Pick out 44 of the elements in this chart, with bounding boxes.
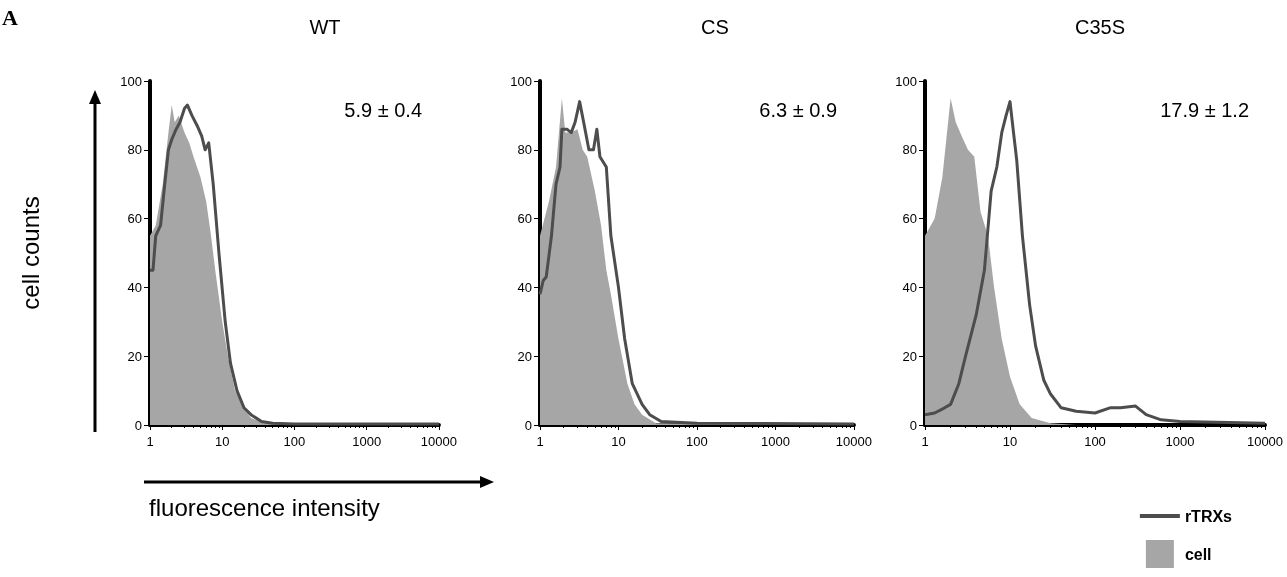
x-tick-label: 10000 [1246,434,1284,449]
y-axis-title: cell counts [16,196,44,310]
legend-label: rTRXs [1184,507,1233,525]
x-tick-label: 10 [1002,434,1018,449]
y-tick-label: 100 [895,73,917,89]
y-tick-label: 60 [902,211,917,227]
x-tick-label: 1 [536,434,544,449]
x-tick-label: 10 [611,434,626,449]
y-tick-label: 100 [120,73,142,89]
x-tick-label: 1 [146,434,154,449]
x-axis-title: fluorescence intensity [149,493,380,521]
x-tick-label: 1000 [760,434,790,449]
x-tick-label: 100 [1084,434,1106,449]
y-tick-label: 0 [909,417,917,433]
legend-label: cell [1184,545,1212,563]
y-tick-label: 0 [524,417,532,433]
annotation: 5.9 ± 0.4 [344,99,423,121]
y-tick-label: 40 [902,279,917,295]
annotation: 17.9 ± 1.2 [1160,99,1250,121]
y-tick-label: 20 [127,348,142,364]
y-tick-label: 100 [510,73,532,89]
chart-title: C35S [1074,16,1126,38]
y-tick-label: 20 [902,348,917,364]
x-tick-label: 10 [215,434,230,449]
y-tick-label: 60 [517,211,532,227]
annotation: 6.3 ± 0.9 [759,99,838,121]
x-tick-label: 1000 [352,434,382,449]
x-tick-label: 1000 [1165,434,1195,449]
x-tick-label: 100 [283,434,306,449]
y-tick-label: 40 [517,279,532,295]
y-tick-label: 80 [902,142,917,158]
chart-title: WT [309,16,341,38]
x-tick-label: 1 [921,434,929,449]
chart-title: CS [701,16,729,38]
text: A [2,4,18,30]
x-tick-label: 10000 [835,434,872,449]
y-tick-label: 40 [127,279,142,295]
x-tick-label: 10000 [420,434,457,449]
y-tick-label: 0 [134,417,142,433]
y-tick-label: 80 [127,142,142,158]
x-tick-label: 100 [686,434,708,449]
y-tick-label: 60 [127,211,142,227]
y-tick-label: 80 [517,142,532,158]
y-tick-label: 20 [517,348,532,364]
